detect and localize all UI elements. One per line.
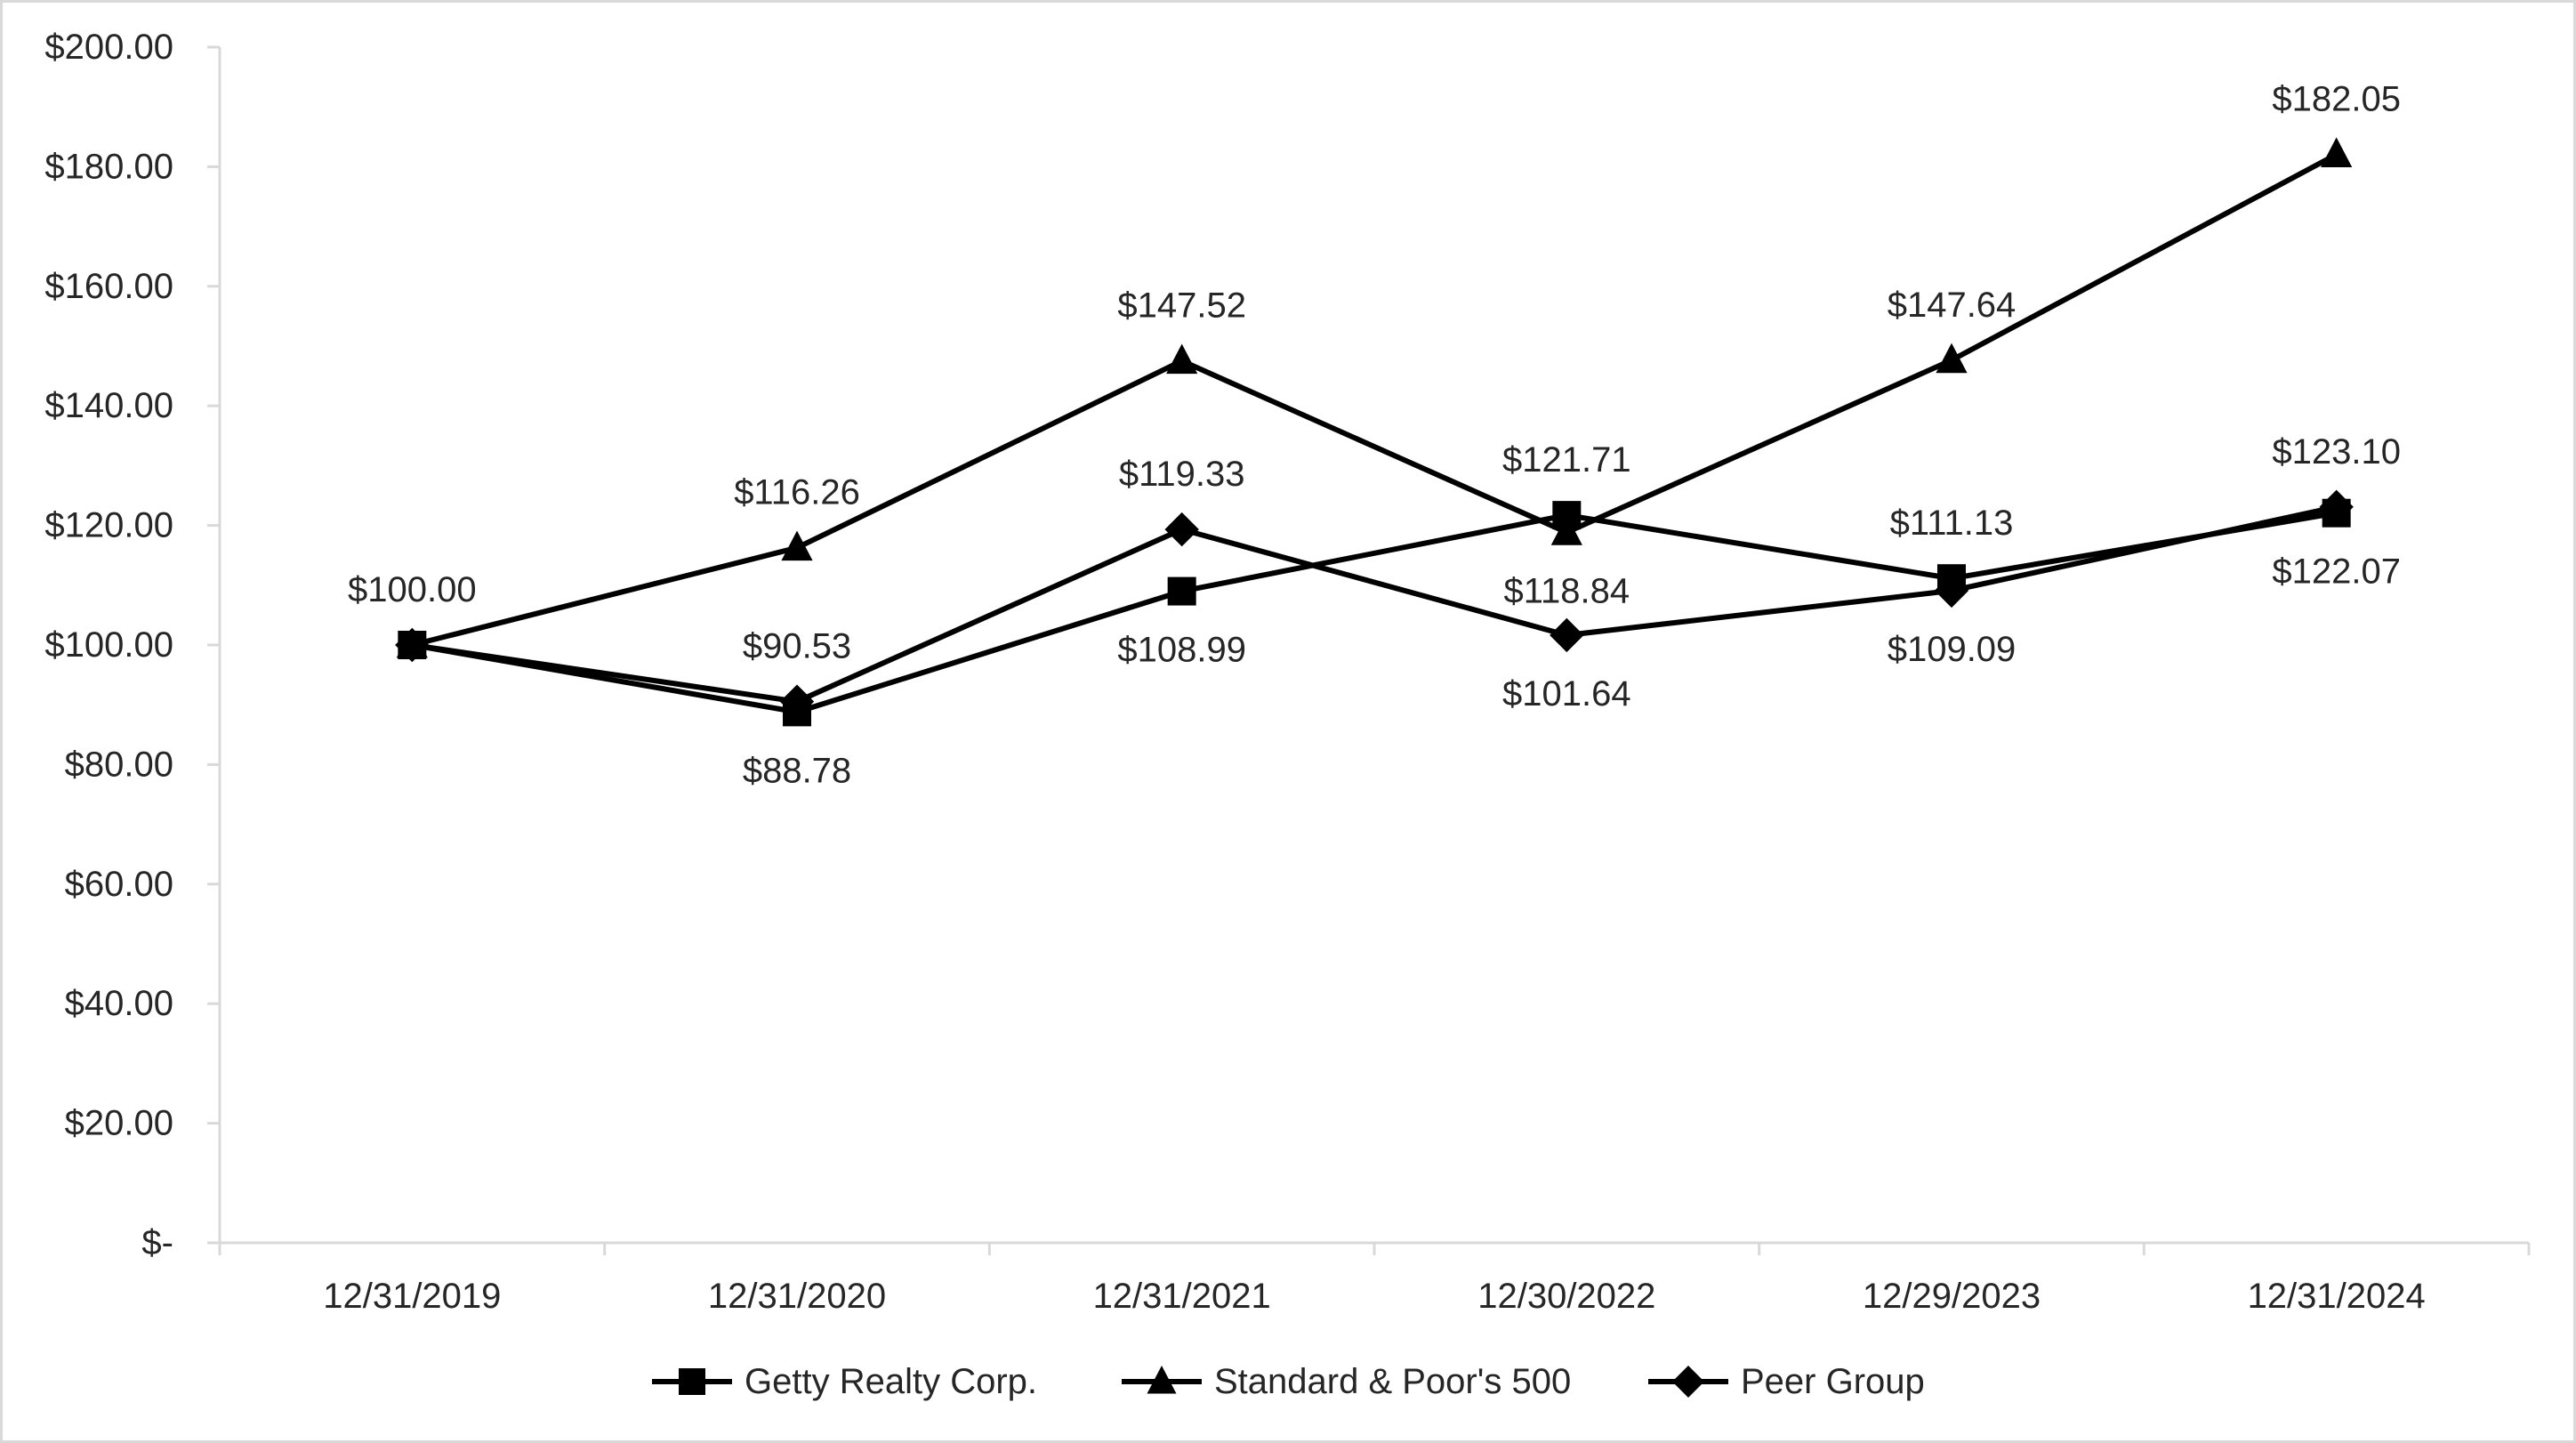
x-tick-label: 12/31/2024 xyxy=(2248,1277,2426,1316)
legend-marker-triangle xyxy=(1147,1366,1177,1394)
data-point xyxy=(2319,489,2354,524)
y-tick-label: $- xyxy=(141,1223,173,1262)
series-line xyxy=(411,151,2339,648)
data-point xyxy=(1550,515,1582,545)
data-point xyxy=(1550,617,1584,653)
y-tick-label: $40.00 xyxy=(65,984,173,1023)
data-label: $90.53 xyxy=(743,627,851,666)
data-label: $122.07 xyxy=(2272,552,2401,592)
x-tick-label: 12/30/2022 xyxy=(1477,1277,1655,1316)
data-point xyxy=(395,627,430,663)
data-label: $118.84 xyxy=(1504,571,1630,610)
data-label: $108.99 xyxy=(1117,631,1246,670)
series-line xyxy=(411,504,2338,705)
data-label: $121.71 xyxy=(1502,440,1631,480)
data-label: $88.78 xyxy=(743,751,851,790)
data-point xyxy=(781,530,813,561)
data-label: $123.10 xyxy=(2272,432,2401,472)
legend-label: Peer Group xyxy=(1741,1362,1925,1401)
data-label: $101.64 xyxy=(1502,674,1631,713)
y-tick-label: $180.00 xyxy=(44,147,173,186)
data-label: $147.52 xyxy=(1117,286,1246,326)
y-tick-label: $140.00 xyxy=(44,386,173,425)
data-point xyxy=(1166,343,1198,375)
data-label: $100.00 xyxy=(348,570,477,609)
data-label: $182.05 xyxy=(2272,80,2401,119)
y-tick-label: $100.00 xyxy=(44,625,173,665)
y-tick-label: $60.00 xyxy=(65,865,173,904)
line-chart: $- $20.00 $40.00 $60.00 $80.00 $100.00 $120.00… xyxy=(44,28,2531,1401)
legend-marker-square xyxy=(679,1368,705,1395)
data-point xyxy=(779,684,815,719)
x-tick-label: 12/29/2023 xyxy=(1863,1277,2041,1316)
data-label: $116.26 xyxy=(734,473,860,512)
data-point xyxy=(1167,576,1196,606)
y-tick-label: $120.00 xyxy=(44,506,173,545)
data-label: $111.13 xyxy=(1890,504,2014,543)
data-label: $109.09 xyxy=(1888,630,2017,669)
data-point xyxy=(1934,573,1969,609)
data-label: $119.33 xyxy=(1119,455,1245,494)
data-point xyxy=(1164,512,1199,547)
x-tick-label: 12/31/2020 xyxy=(708,1277,886,1316)
series-line xyxy=(411,510,2338,715)
data-point xyxy=(1936,343,1968,374)
legend-label: Standard & Poor's 500 xyxy=(1214,1362,1571,1401)
y-tick-label: $20.00 xyxy=(65,1104,173,1143)
data-point xyxy=(2321,137,2353,168)
x-tick-label: 12/31/2019 xyxy=(323,1277,501,1316)
y-tick-label: $160.00 xyxy=(44,267,173,306)
y-tick-label: $200.00 xyxy=(44,28,173,67)
y-tick-label: $80.00 xyxy=(65,745,173,784)
legend-marker-diamond xyxy=(1672,1366,1704,1398)
legend-label: Getty Realty Corp. xyxy=(745,1362,1037,1401)
data-label: $147.64 xyxy=(1888,286,2017,325)
x-tick-label: 12/31/2021 xyxy=(1093,1277,1271,1316)
